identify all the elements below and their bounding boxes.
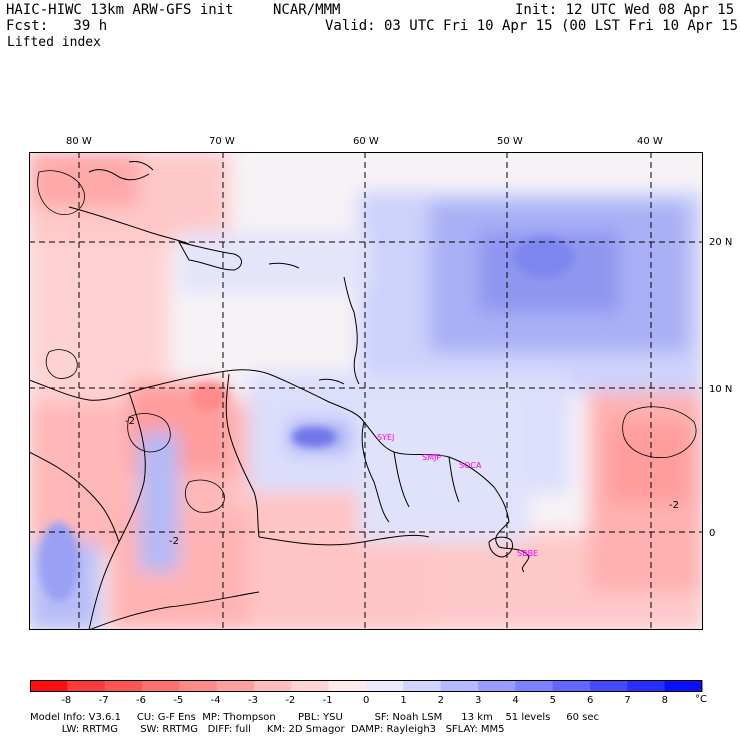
island-outline	[488, 536, 514, 558]
model-info-line2: LW: RRTMG SW: RRTMG DIFF: full KM: 2D Sm…	[30, 724, 505, 735]
model-info-line1: Model Info: V3.6.1 CU: G-F Ens MP: Thomp…	[30, 712, 599, 723]
legend-tick-label: 7	[624, 695, 631, 706]
country-border	[88, 591, 260, 630]
legend-tick-label: 3	[475, 695, 482, 706]
contour-line	[45, 349, 78, 379]
contour-line	[622, 406, 697, 459]
coastline	[498, 546, 530, 573]
lat-label-0: 0	[709, 528, 716, 539]
legend-swatch	[515, 680, 554, 692]
color-legend	[30, 680, 703, 692]
field-region	[29, 152, 139, 207]
island-outline	[68, 206, 190, 245]
legend-tick-label: 5	[549, 695, 557, 706]
legend-swatch	[627, 680, 666, 692]
station-soca: SOCA	[459, 461, 482, 470]
legend-swatch	[216, 680, 255, 692]
legend-tick-label: -8	[61, 695, 72, 706]
contour-label: -2	[669, 500, 679, 511]
legend-swatch	[291, 680, 330, 692]
field-region	[359, 392, 529, 542]
legend-tick-label: 4	[512, 695, 519, 706]
contour-label: -2	[169, 536, 179, 547]
lon-label-70w: 70 W	[209, 136, 235, 147]
legend-tick-label: -7	[98, 695, 109, 706]
station-smjp: SMJP	[422, 453, 441, 462]
org-label: NCAR/MMM	[273, 2, 341, 18]
legend-swatch	[403, 680, 442, 692]
country-border	[361, 421, 390, 523]
lon-label-80w: 80 W	[66, 136, 92, 147]
country-border	[29, 451, 120, 543]
valid-time: Valid: 03 UTC Fri 10 Apr 15 (00 LST Fri …	[325, 18, 740, 34]
station-sbbe: SBBE	[517, 549, 538, 558]
lat-label-20n: 20 N	[709, 237, 733, 248]
country-border	[448, 456, 460, 503]
field-name: Lifted index	[7, 35, 101, 50]
country-border	[258, 534, 430, 546]
legend-swatch	[478, 680, 516, 692]
forecast-hour: Fcst: 39 h	[6, 18, 108, 34]
legend-swatch	[552, 680, 591, 692]
legend-tick-label: -6	[136, 695, 146, 706]
lat-label-10n: 10 N	[709, 384, 733, 395]
field-region	[179, 232, 369, 292]
contour-line	[37, 170, 85, 215]
legend-swatch	[328, 680, 367, 692]
init-time: Init: 12 UTC Wed 08 Apr 15	[515, 2, 735, 18]
island-outline	[343, 276, 360, 385]
legend-tick-label: 6	[587, 695, 594, 706]
legend-swatch	[440, 680, 479, 692]
legend-swatch	[30, 680, 68, 692]
legend-unit: °C	[695, 694, 707, 705]
legend-tick-label: -1	[322, 695, 333, 706]
field-region	[139, 432, 179, 572]
field-region	[292, 427, 336, 447]
field-region	[39, 522, 79, 602]
legend-tick-label: -5	[173, 695, 184, 706]
lon-label-50w: 50 W	[497, 136, 523, 147]
country-border	[88, 391, 146, 630]
field-region	[191, 383, 227, 411]
field-region	[609, 422, 689, 502]
island-outline	[178, 241, 242, 271]
legend-tick-label: -3	[248, 695, 258, 706]
contour-line	[127, 413, 171, 453]
contour-line	[185, 479, 225, 513]
country-border	[393, 451, 410, 508]
island-outline	[268, 262, 300, 269]
island-outline	[318, 378, 345, 385]
field-region	[514, 237, 574, 277]
legend-tick-label: 1	[400, 695, 407, 706]
legend-tick-label: 0	[363, 695, 370, 706]
model-title: HAIC-HIWC 13km ARW-GFS init	[6, 2, 234, 18]
lon-label-60w: 60 W	[353, 136, 379, 147]
legend-swatch	[664, 680, 703, 692]
legend-tick-label: -2	[285, 695, 296, 706]
contour-label: -2	[125, 416, 135, 427]
legend-swatch	[104, 680, 143, 692]
station-syej: SYEJ	[377, 433, 394, 442]
legend-swatch	[179, 680, 218, 692]
legend-tick-label: -4	[210, 695, 221, 706]
legend-swatch	[590, 680, 628, 692]
legend-swatch	[142, 680, 180, 692]
legend-tick-label: 2	[437, 695, 445, 706]
island-outline	[128, 161, 154, 171]
legend-tick-label: 8	[661, 695, 669, 706]
lon-label-40w: 40 W	[637, 136, 663, 147]
legend-swatch	[254, 680, 292, 692]
lifted-index-map: -2 -2 -2 SYEJ SMJP SOCA SBBE	[29, 152, 703, 630]
island-outline	[88, 169, 150, 181]
legend-swatch	[67, 680, 106, 692]
coastline	[29, 369, 510, 548]
country-border	[225, 373, 260, 538]
legend-swatch	[366, 680, 404, 692]
